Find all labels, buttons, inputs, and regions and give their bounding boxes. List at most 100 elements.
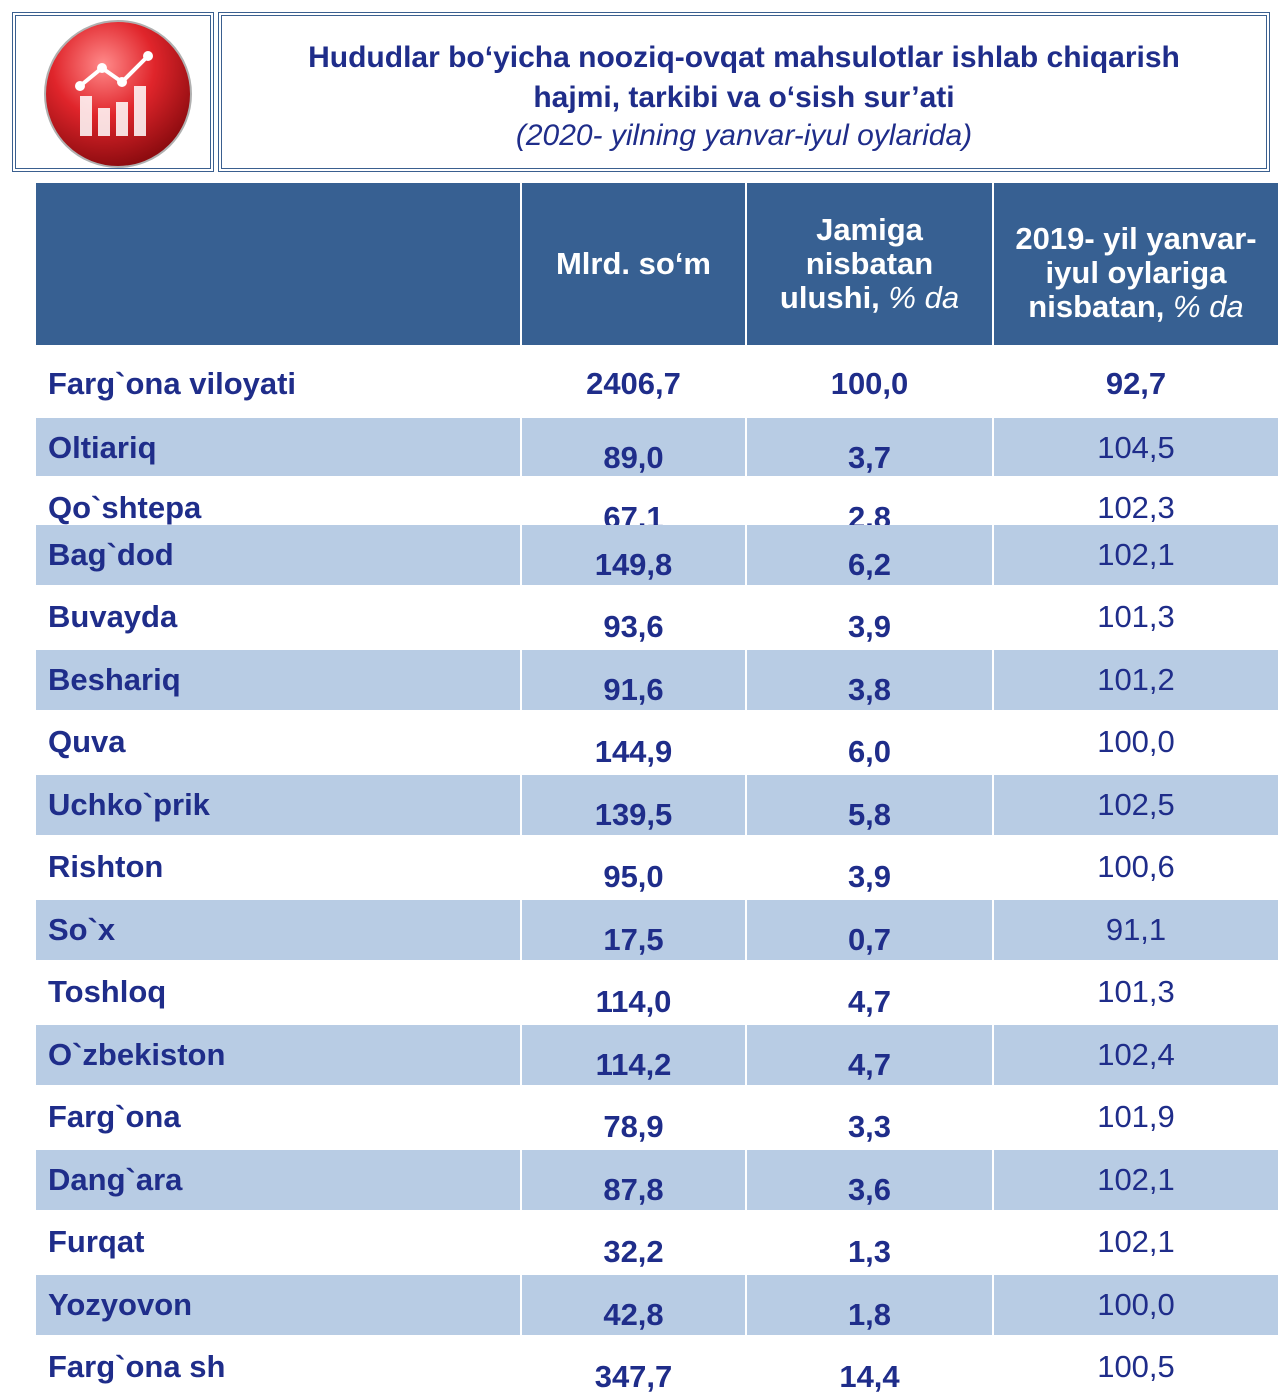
header-unit: % da <box>1173 289 1244 324</box>
cell-value: 114,0 <box>595 984 672 1019</box>
header-cell: Mlrd. so‘m <box>522 183 745 345</box>
row-label: Buvayda <box>48 599 178 634</box>
cell-value: 144,9 <box>594 734 673 769</box>
cell-value: 3,6 <box>847 1172 892 1207</box>
row-label: Beshariq <box>48 662 181 697</box>
header-unit: % da <box>888 280 960 315</box>
row-shade <box>994 418 1278 476</box>
header-label: Mlrd. so‘m <box>555 246 711 281</box>
cell-value: 102,1 <box>1097 1224 1175 1259</box>
cell-value: 4,7 <box>847 984 892 1019</box>
cell-value: 3,3 <box>847 1109 892 1144</box>
cell-value: 3,8 <box>847 672 892 707</box>
row-shade <box>522 1150 745 1210</box>
row-label: Quva <box>48 724 126 759</box>
row-shade <box>747 1025 992 1085</box>
row-shade <box>994 1275 1278 1335</box>
row-label: Farg`ona <box>48 1099 181 1134</box>
row-label: Farg`ona sh <box>48 1349 226 1384</box>
cell-value: 3,9 <box>847 609 892 644</box>
row-label: Toshloq <box>48 974 167 1009</box>
cell-value: 4,7 <box>847 1047 892 1082</box>
row-shade <box>994 1025 1278 1085</box>
icon <box>44 20 192 168</box>
row-label: Furqat <box>48 1224 145 1259</box>
cell-value: 42,8 <box>603 1297 664 1332</box>
row-label: Oltiariq <box>48 430 157 465</box>
cell-value: 92,7 <box>1105 366 1167 401</box>
cell-value: 2406,7 <box>586 366 681 401</box>
row-shade <box>36 525 520 585</box>
row-shade <box>994 900 1278 960</box>
row-label: Dang`ara <box>48 1162 183 1197</box>
row-shade <box>747 1150 992 1210</box>
row-shade <box>994 525 1278 585</box>
header-text: 2019- yil yanvar-iyul oylariga nisbatan,… <box>1000 222 1272 324</box>
cell-value: 101,9 <box>1097 1099 1175 1134</box>
header-text: Mlrd. so‘m <box>556 247 711 281</box>
cell-value: 100,0 <box>1097 1287 1175 1322</box>
cell-value: 6,2 <box>847 547 892 582</box>
cell-value: 5,8 <box>847 797 892 832</box>
cell-value: 102,4 <box>1097 1037 1175 1072</box>
row-shade <box>36 650 520 710</box>
cell-value: 89,0 <box>603 440 664 475</box>
cell-value: 0,7 <box>847 922 892 957</box>
cell-value: 149,8 <box>594 547 673 582</box>
row-shade <box>994 775 1278 835</box>
row-shade <box>747 1275 992 1335</box>
cell-value: 1,3 <box>847 1234 892 1269</box>
row-shade <box>36 1025 520 1085</box>
cell-value: 14,4 <box>839 1359 900 1394</box>
cell-value: 347,7 <box>594 1359 673 1394</box>
row-shade <box>522 775 745 835</box>
subtitle: (2020- yilning yanvar-iyul oylarida) <box>515 119 973 152</box>
cell-value: 3,7 <box>847 440 892 475</box>
row-shade <box>522 900 745 960</box>
cell-value: 100,5 <box>1097 1349 1175 1384</box>
row-shade <box>36 775 520 835</box>
cell-value: 100,0 <box>1097 724 1175 759</box>
cell-value: 32,2 <box>603 1234 664 1269</box>
cell-value: 6,0 <box>847 734 892 769</box>
row-shade <box>747 900 992 960</box>
header-cell: 2019- yil yanvar-iyul oylariga nisbatan,… <box>994 183 1278 345</box>
cell-value: 93,6 <box>603 609 664 644</box>
row-label: Bag`dod <box>48 537 174 572</box>
title-box: Hududlar bo‘yicha nooziq-ovqat mahsulotl… <box>218 12 1270 172</box>
title: Hududlar bo‘yicha nooziq-ovqat mahsulotl… <box>308 41 1180 114</box>
header-cell <box>36 183 520 345</box>
row-shade <box>36 900 520 960</box>
cell-value: 95,0 <box>603 859 664 894</box>
row-shade <box>36 418 520 476</box>
row-label: Qo`shtepa <box>48 490 202 525</box>
cell-value: 91,6 <box>603 672 664 707</box>
cell-value: 100,0 <box>830 366 909 401</box>
row-shade <box>747 418 992 476</box>
cell-value: 102,3 <box>1097 490 1175 525</box>
row-shade <box>522 1025 745 1085</box>
row-shade <box>522 1275 745 1335</box>
row-label: Uchko`prik <box>48 787 210 822</box>
row-label: Farg`ona viloyati <box>48 366 297 401</box>
cell-value: 102,5 <box>1097 787 1175 822</box>
row-shade <box>994 650 1278 710</box>
icon-box <box>12 12 214 172</box>
cell-value: 101,2 <box>1097 662 1175 697</box>
row-label: O`zbekiston <box>48 1037 226 1072</box>
cell-value: 101,3 <box>1097 974 1175 1009</box>
header-label: Jamiga nisbatan ulushi, <box>779 212 934 315</box>
row-shade <box>747 650 992 710</box>
cell-value: 100,6 <box>1097 849 1175 884</box>
cell-value: 1,8 <box>847 1297 892 1332</box>
row-shade <box>36 1150 520 1210</box>
header-cell: Jamiga nisbatan ulushi, % da <box>747 183 992 345</box>
cell-value: 91,1 <box>1105 912 1167 947</box>
cell-value: 87,8 <box>603 1172 664 1207</box>
row-shade <box>522 525 745 585</box>
cell-value: 17,5 <box>603 922 664 957</box>
cell-value: 114,2 <box>595 1047 672 1082</box>
header-label: 2019- yil yanvar-iyul oylariga nisbatan, <box>1015 221 1257 324</box>
row-label: Rishton <box>48 849 164 884</box>
